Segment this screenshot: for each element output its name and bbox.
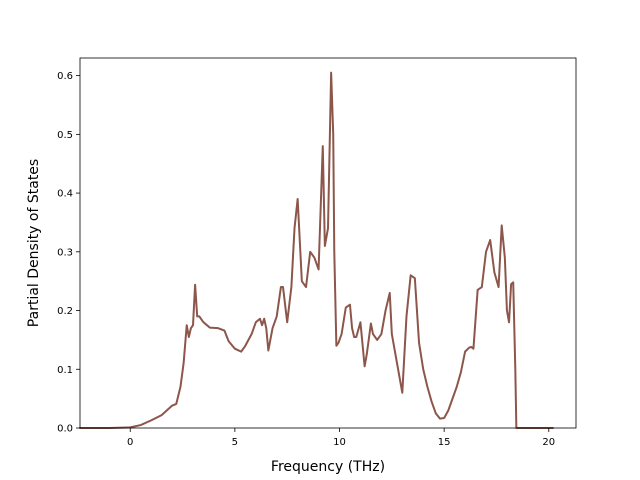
y-tick-label: 0.0 — [57, 424, 73, 435]
y-tick-label: 0.4 — [57, 189, 73, 200]
y-tick-label: 0.3 — [57, 247, 73, 258]
x-tick-label: 20 — [542, 437, 555, 448]
x-axis-label: Frequency (THz) — [271, 459, 385, 475]
x-tick-label: 10 — [333, 437, 346, 448]
x-tick-label: 0 — [127, 437, 133, 448]
series-line-0 — [79, 71, 554, 429]
y-tick-label: 0.1 — [57, 365, 73, 376]
ticks-layer: 0 5 10 15 20 0.0 0.1 0.2 0.3 0.4 0.5 0.6 — [57, 71, 555, 448]
plot-area-frame — [79, 57, 577, 429]
y-axis-label: Partial Density of States — [26, 159, 42, 327]
series-layer — [79, 71, 554, 429]
x-tick-label: 15 — [438, 437, 451, 448]
y-tick-label: 0.5 — [57, 130, 73, 141]
y-tick-label: 0.2 — [57, 306, 73, 317]
y-tick-label: 0.6 — [57, 71, 73, 82]
x-tick-label: 5 — [232, 437, 238, 448]
